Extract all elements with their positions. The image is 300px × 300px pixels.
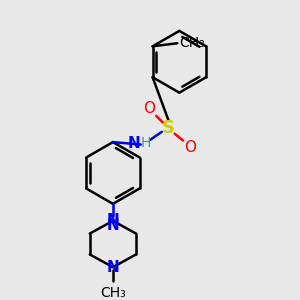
Text: H: H bbox=[141, 136, 151, 150]
Text: N: N bbox=[106, 218, 119, 233]
Text: S: S bbox=[162, 119, 175, 137]
Text: CH₃: CH₃ bbox=[100, 286, 126, 300]
Text: CH₃: CH₃ bbox=[179, 36, 205, 50]
Text: N: N bbox=[128, 136, 141, 151]
Text: O: O bbox=[184, 140, 196, 155]
Text: O: O bbox=[143, 101, 155, 116]
Text: N: N bbox=[106, 213, 119, 228]
Text: N: N bbox=[106, 260, 119, 275]
